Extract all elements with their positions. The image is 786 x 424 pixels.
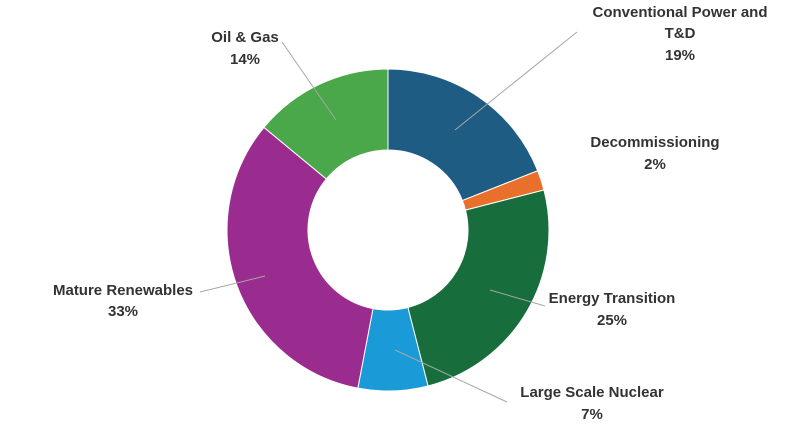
category-label: Mature Renewables [52,282,194,299]
donut-segment [387,68,539,202]
value-label: 7% [581,406,603,423]
value-label: 25% [596,312,628,329]
leader-line [489,289,546,307]
leader-line [281,41,337,121]
category-label: Conventional Power and T&D [592,4,768,42]
category-label: Decommissioning [590,134,720,151]
category-label: Energy Transition [548,290,676,307]
value-label: 33% [107,303,139,320]
value-label: 19% [664,47,696,64]
category-label: Large Scale Nuclear [520,384,664,401]
value-label: 14% [229,51,261,68]
leader-line [394,349,508,403]
leader-line [199,275,266,293]
donut-segment [407,189,550,387]
donut-segment [263,68,389,180]
category-label: Oil & Gas [211,29,279,46]
value-label: 2% [644,156,666,173]
donut-segment [226,126,374,389]
leader-line [454,31,578,131]
